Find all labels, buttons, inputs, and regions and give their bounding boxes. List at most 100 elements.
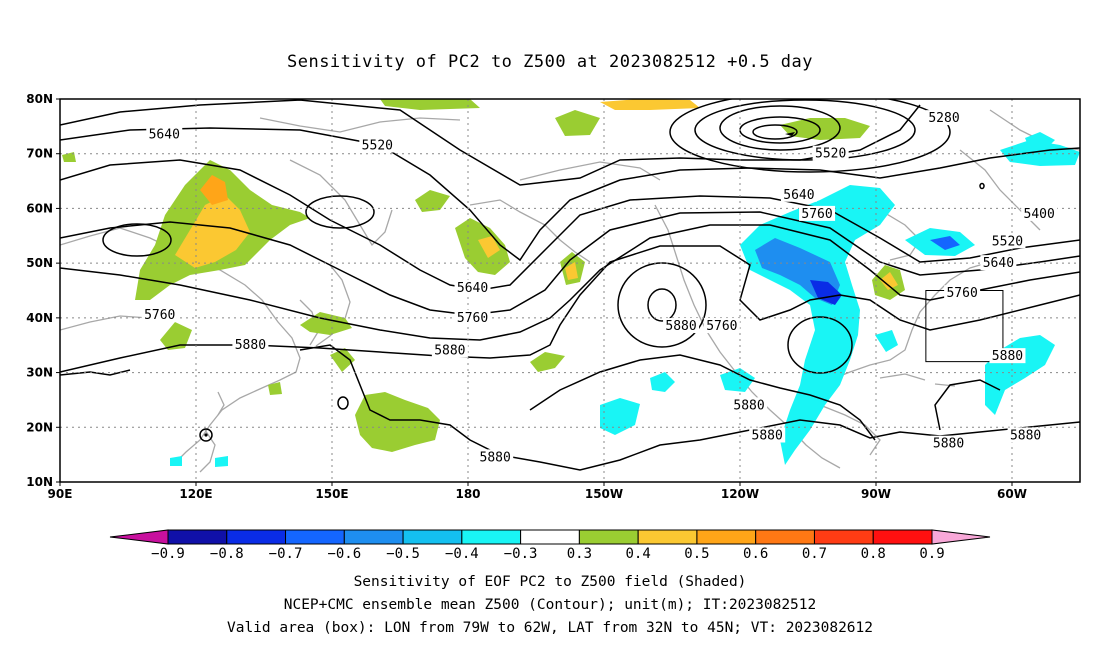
sensitivity-shading xyxy=(62,99,1080,467)
colorbar-label: −0.8 xyxy=(210,546,244,562)
contour-label-bg xyxy=(930,435,967,451)
caption-valid-area: Valid area (box): LON from 79W to 62W, L… xyxy=(226,620,873,636)
colorbar-label: 0.6 xyxy=(743,546,768,562)
colorbar-label: −0.5 xyxy=(386,546,420,562)
contour-label-bg xyxy=(944,285,981,301)
lat-tick-label: 60N xyxy=(26,201,53,215)
lon-tick-label: 60W xyxy=(997,487,1027,501)
colorbar-label: −0.3 xyxy=(504,546,538,562)
colorbar-swatch xyxy=(755,529,815,545)
contour-label: 5880 xyxy=(752,428,783,443)
colorbar-label: −0.9 xyxy=(151,546,185,562)
contour-label: 5760 xyxy=(801,207,832,222)
contour-label-bg xyxy=(146,126,183,142)
lon-tick-label: 90E xyxy=(48,487,73,501)
contour-label: 5880 xyxy=(434,344,465,359)
colorbar-swatch xyxy=(285,529,345,545)
contour-label: 5880 xyxy=(992,349,1023,364)
colorbar-label: 0.7 xyxy=(802,546,827,562)
contour-label-bg xyxy=(431,342,468,358)
contour-label-bg xyxy=(703,318,740,334)
colorbar-label: −0.7 xyxy=(269,546,303,562)
contour-label: 5520 xyxy=(992,234,1023,249)
contour-label-bg xyxy=(359,137,396,153)
colorbar-label: −0.6 xyxy=(327,546,361,562)
longitude-axis: 90E 120E 150E 180 150W 120W 90W 60W xyxy=(48,482,1027,501)
lon-tick-label: 150E xyxy=(315,487,348,501)
contour-label-bg xyxy=(780,186,817,202)
contour-label-bg xyxy=(1007,427,1044,443)
map-title: Sensitivity of PC2 to Z500 at 2023082512… xyxy=(286,52,813,72)
lon-tick-label: 150W xyxy=(585,487,623,501)
contour-label: 5520 xyxy=(815,147,846,162)
colorbar-swatch xyxy=(343,529,404,545)
colorbar-lower-arrow xyxy=(109,529,169,545)
colorbar-swatch xyxy=(226,529,287,545)
colorbar-label: 0.4 xyxy=(626,546,651,562)
colorbar-swatch xyxy=(578,529,639,545)
colorbar-swatch xyxy=(402,529,463,545)
contour-label-bg xyxy=(749,427,786,443)
contour-label-bg xyxy=(663,318,700,334)
contour-label-bg xyxy=(454,279,491,295)
contour-label: 5880 xyxy=(665,319,696,334)
contour-label-bg xyxy=(989,233,1026,249)
contour-label: 5280 xyxy=(928,111,959,126)
contour-label-bg xyxy=(812,145,849,161)
contour-label: 5520 xyxy=(362,139,393,154)
contour-label: 5880 xyxy=(480,450,511,465)
contour-label: 5760 xyxy=(457,311,488,326)
contour-label: 5640 xyxy=(149,128,180,143)
colorbar: −0.9 −0.8 −0.7 −0.6 −0.5 −0.4 −0.3 0.3 0.4 0.5 0.6… xyxy=(109,529,991,562)
contour-label: 5640 xyxy=(783,188,814,203)
lat-tick-label: 80N xyxy=(26,92,53,106)
colorbar-swatch xyxy=(872,529,933,545)
caption-contour: NCEP+CMC ensemble mean Z500 (Contour); u… xyxy=(283,597,817,613)
contour-label: 5400 xyxy=(1024,207,1055,222)
z500-contours xyxy=(60,99,1080,471)
caption-shaded: Sensitivity of EOF PC2 to Z500 field (Sh… xyxy=(353,574,747,590)
colorbar-label: 0.5 xyxy=(684,546,709,562)
colorbar-label: 0.9 xyxy=(919,546,944,562)
colorbar-swatch xyxy=(813,529,874,545)
contour-label: 5640 xyxy=(983,256,1014,271)
colorbar-label: 0.8 xyxy=(861,546,886,562)
colorbar-label: 0.3 xyxy=(567,546,592,562)
contour-label: 5760 xyxy=(706,319,737,334)
lon-tick-label: 120E xyxy=(179,487,212,501)
map-frame xyxy=(59,98,1081,483)
contour-label: 5640 xyxy=(457,281,488,296)
lat-tick-label: 10N xyxy=(26,475,53,489)
positive-patch-pacific xyxy=(355,392,440,452)
contour-label: 5880 xyxy=(1010,428,1041,443)
lat-tick-label: 50N xyxy=(26,256,53,270)
contour-label-bg xyxy=(454,309,491,325)
latitude-axis: 80N 70N 60N 50N 40N 30N 20N 10N xyxy=(26,92,60,489)
lon-tick-label: 120W xyxy=(721,487,759,501)
contour-label-bg xyxy=(141,307,178,323)
contour-label: 5880 xyxy=(733,398,764,413)
lat-tick-label: 40N xyxy=(26,311,53,325)
contour-label-bg xyxy=(232,337,269,353)
negative-patch-north-america xyxy=(740,185,895,465)
colorbar-swatch xyxy=(520,529,580,545)
contour-label-bg xyxy=(799,205,836,221)
colorbar-swatch xyxy=(696,529,757,545)
colorbar-label: −0.4 xyxy=(445,546,479,562)
contour-label: 5880 xyxy=(235,338,266,353)
lat-tick-label: 30N xyxy=(26,366,53,380)
lon-tick-label: 90W xyxy=(861,487,891,501)
lat-tick-label: 20N xyxy=(26,420,53,434)
contour-label-bg xyxy=(980,255,1017,271)
contour-label: 5760 xyxy=(946,286,977,301)
lon-tick-label: 180 xyxy=(455,487,480,501)
colorbar-upper-arrow xyxy=(931,529,991,545)
colorbar-swatch xyxy=(637,529,698,545)
contour-label-bg xyxy=(926,110,962,126)
contour-label-bg xyxy=(1021,205,1058,221)
colorbar-swatch xyxy=(167,529,228,545)
lat-tick-label: 70N xyxy=(26,147,53,161)
contour-label-bg xyxy=(989,348,1026,364)
